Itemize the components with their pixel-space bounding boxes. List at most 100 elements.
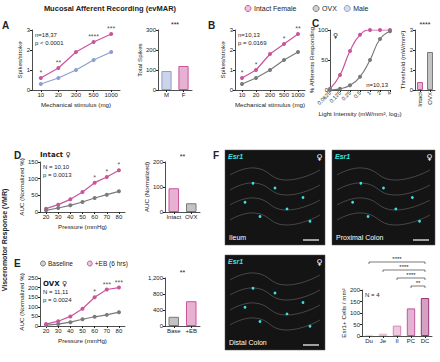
svg-text:10: 10 [239, 92, 246, 98]
svg-text:300: 300 [146, 27, 157, 33]
svg-text:50: 50 [321, 57, 328, 63]
svg-text:*: * [93, 288, 96, 295]
svg-text:Baseline: Baseline [48, 260, 73, 267]
svg-text:**: ** [56, 59, 62, 66]
svg-text:♀: ♀ [426, 153, 432, 162]
svg-text:N = 4: N = 4 [365, 292, 380, 298]
svg-text:E: E [14, 258, 21, 269]
svg-text:OVX: OVX [322, 5, 337, 12]
svg-text:100: 100 [28, 304, 39, 310]
svg-text:0.25: 0.25 [340, 90, 352, 102]
svg-text:**: ** [295, 25, 301, 32]
svg-text:p = 0.0024: p = 0.0024 [43, 297, 72, 303]
svg-text:50: 50 [79, 328, 86, 334]
svg-text:A: A [2, 20, 9, 31]
svg-text:Proximal Colon: Proximal Colon [336, 234, 384, 241]
svg-text:% Afferents Responding: % Afferents Responding [308, 26, 315, 93]
svg-text:40: 40 [67, 214, 74, 220]
svg-text:50: 50 [353, 322, 360, 328]
svg-text:D: D [14, 150, 21, 161]
svg-text:Intact: Intact [417, 92, 423, 107]
svg-text:*: * [93, 174, 96, 181]
svg-text:70: 70 [103, 328, 110, 334]
svg-text:Male: Male [353, 5, 368, 12]
svg-text:0: 0 [160, 209, 164, 215]
svg-text:+EB (6 hrs): +EB (6 hrs) [95, 260, 128, 268]
svg-text:**: ** [416, 280, 421, 286]
svg-text:500: 500 [279, 92, 290, 98]
svg-text:150: 150 [28, 159, 39, 165]
svg-text:n=10,13: n=10,13 [366, 82, 389, 88]
svg-text:DC: DC [421, 338, 430, 344]
svg-text:0.5: 0.5 [352, 90, 362, 100]
svg-text:Total Spikes: Total Spikes [136, 43, 143, 76]
svg-text:60: 60 [91, 214, 98, 220]
svg-text:1: 1 [27, 67, 31, 73]
svg-text:Il: Il [396, 338, 399, 344]
svg-text:100: 100 [153, 184, 164, 190]
svg-text:****: **** [420, 21, 431, 28]
svg-text:1,200: 1,200 [148, 275, 164, 281]
svg-text:Esr1: Esr1 [335, 153, 350, 160]
svg-text:0: 0 [410, 87, 414, 93]
svg-text:Je: Je [380, 338, 387, 344]
svg-text:100: 100 [146, 67, 157, 73]
svg-text:70: 70 [103, 214, 110, 220]
svg-text:*: * [283, 35, 286, 42]
svg-text:0: 0 [357, 333, 361, 339]
svg-text:C: C [312, 18, 319, 29]
svg-text:AUC (Normalized %): AUC (Normalized %) [18, 273, 25, 330]
svg-text:20: 20 [253, 92, 260, 98]
svg-text:***: *** [171, 21, 179, 28]
svg-text:Pressure (mmHg): Pressure (mmHg) [58, 223, 107, 230]
svg-text:***: *** [103, 281, 111, 288]
svg-text:N = 10,10: N = 10,10 [43, 164, 70, 170]
svg-text:50: 50 [79, 214, 86, 220]
svg-text:♀: ♀ [333, 32, 338, 40]
svg-text:0: 0 [27, 87, 31, 93]
svg-text:OVX: OVX [185, 214, 198, 220]
svg-text:2: 2 [376, 90, 382, 96]
svg-text:500: 500 [89, 92, 100, 98]
svg-text:Spikes/stroke: Spikes/stroke [219, 41, 226, 79]
svg-text:30: 30 [55, 328, 62, 334]
svg-text:F: F [213, 150, 219, 161]
svg-text:20: 20 [43, 328, 50, 334]
svg-text:0: 0 [160, 323, 164, 329]
svg-text:100: 100 [350, 310, 361, 316]
svg-text:10: 10 [37, 92, 44, 98]
svg-text:AUC (Normalized %): AUC (Normalized %) [18, 158, 25, 215]
svg-text:**: ** [180, 269, 186, 276]
svg-text:**: ** [180, 153, 186, 160]
svg-text:200: 200 [71, 92, 82, 98]
svg-text:1000: 1000 [291, 92, 305, 98]
svg-text:Mechanical stimulus (mg): Mechanical stimulus (mg) [235, 101, 305, 108]
svg-text:3: 3 [230, 27, 234, 33]
svg-text:***: *** [115, 279, 123, 286]
svg-text:400: 400 [153, 307, 164, 313]
svg-text:0: 0 [230, 87, 234, 93]
svg-text:0: 0 [35, 323, 39, 329]
svg-text:OVX ♀: OVX ♀ [43, 280, 67, 288]
svg-text:250: 250 [28, 275, 39, 281]
svg-text:60: 60 [91, 328, 98, 334]
svg-text:0: 0 [35, 209, 39, 215]
svg-text:Visceromotor Response (VMR): Visceromotor Response (VMR) [1, 189, 9, 292]
svg-text:Threshold (mW/mm²): Threshold (mW/mm²) [399, 31, 406, 89]
svg-text:****: **** [392, 256, 402, 262]
svg-text:1: 1 [230, 67, 234, 73]
svg-text:3: 3 [27, 27, 31, 33]
svg-text:Intact ♀: Intact ♀ [40, 151, 71, 159]
svg-text:Du: Du [365, 338, 373, 344]
svg-text:Intact: Intact [166, 214, 181, 220]
svg-text:4: 4 [386, 90, 392, 96]
svg-text:Esr1+ Cells / mm²: Esr1+ Cells / mm² [340, 288, 347, 337]
svg-text:Esr1: Esr1 [228, 258, 243, 265]
svg-text:OVX: OVX [427, 92, 433, 105]
svg-text:F: F [182, 92, 186, 98]
svg-text:Mechanical stimulus (mg): Mechanical stimulus (mg) [41, 101, 111, 108]
svg-text:Base: Base [167, 328, 181, 334]
svg-text:0: 0 [153, 87, 157, 93]
svg-text:Esr1: Esr1 [228, 153, 243, 160]
svg-text:200: 200 [350, 287, 361, 293]
